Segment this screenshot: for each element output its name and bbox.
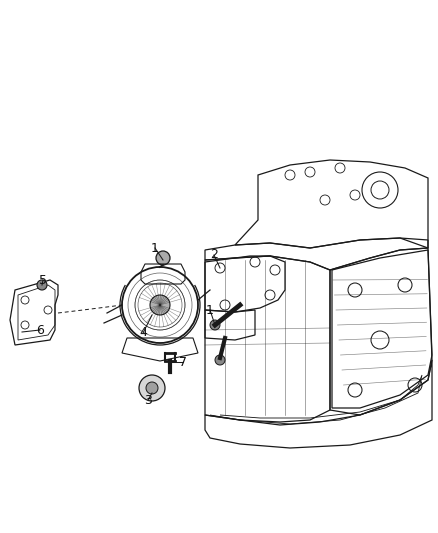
Circle shape xyxy=(150,295,170,315)
Text: 5: 5 xyxy=(39,273,47,287)
Text: 3: 3 xyxy=(144,393,152,407)
Circle shape xyxy=(139,375,165,401)
Text: 4: 4 xyxy=(139,327,147,340)
Circle shape xyxy=(37,280,47,290)
Text: 1: 1 xyxy=(151,241,159,254)
Text: 7: 7 xyxy=(179,356,187,368)
Circle shape xyxy=(215,355,225,365)
Circle shape xyxy=(210,320,220,330)
Text: 2: 2 xyxy=(210,248,218,262)
Text: 6: 6 xyxy=(36,324,44,336)
Text: 1: 1 xyxy=(206,303,214,317)
Circle shape xyxy=(156,251,170,265)
Circle shape xyxy=(146,382,158,394)
